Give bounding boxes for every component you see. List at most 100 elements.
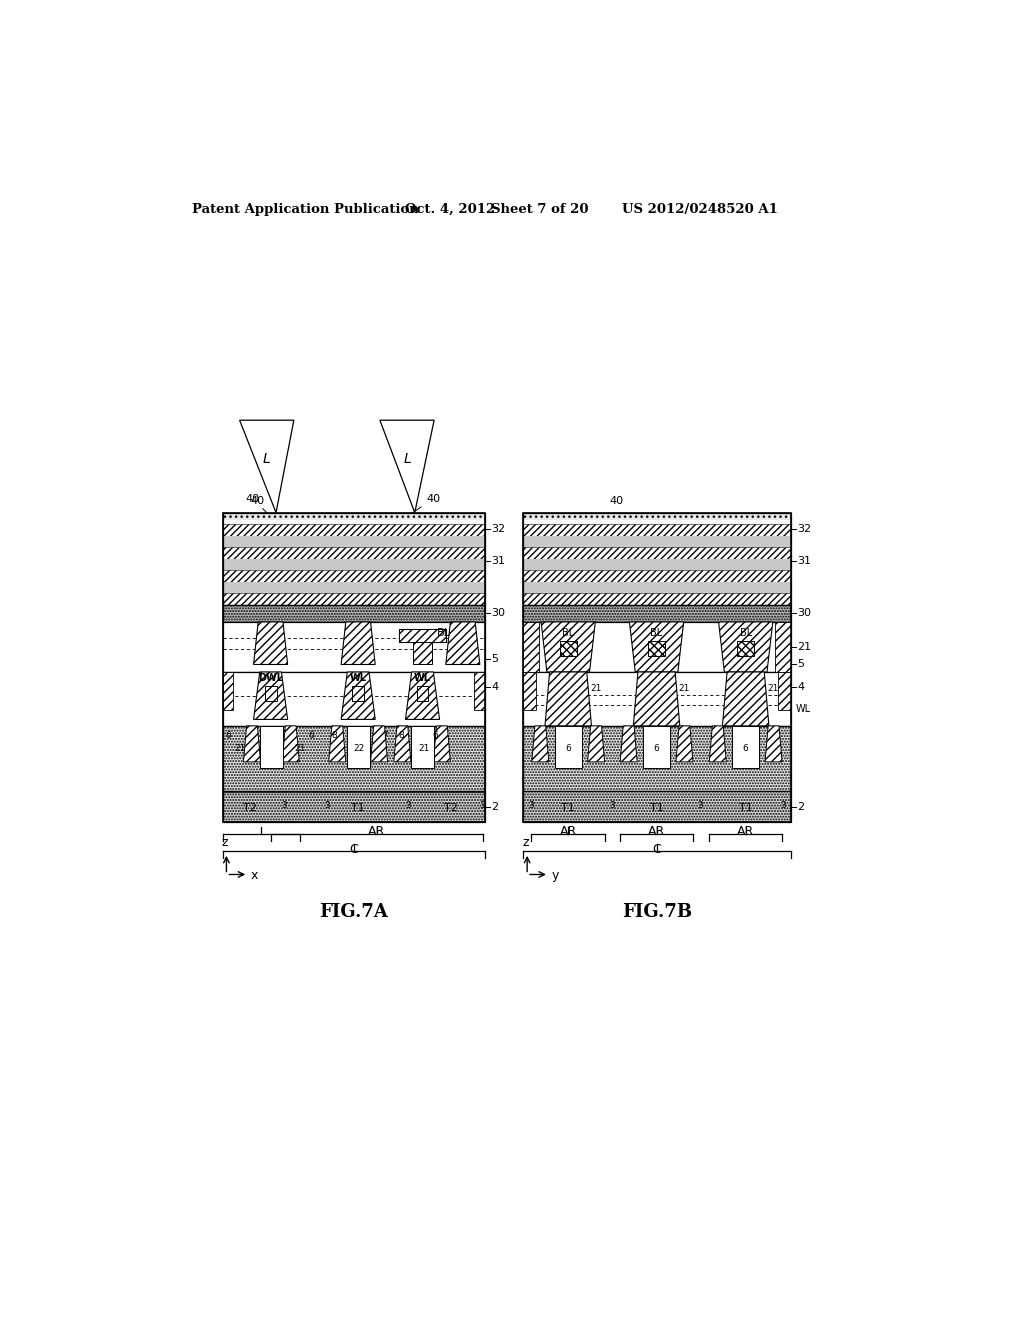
Bar <box>523 558 791 570</box>
Bar <box>523 622 539 672</box>
Bar <box>222 548 484 558</box>
Text: 21: 21 <box>233 744 246 754</box>
Text: C: C <box>349 843 358 855</box>
Bar <box>643 726 670 768</box>
Bar <box>222 672 233 710</box>
Bar <box>222 622 484 672</box>
Polygon shape <box>630 622 684 672</box>
Bar <box>346 726 370 768</box>
Text: WL: WL <box>349 673 367 682</box>
Text: C: C <box>652 843 662 855</box>
Bar <box>222 792 484 822</box>
Polygon shape <box>371 726 388 762</box>
Text: 21: 21 <box>798 642 812 652</box>
Bar <box>523 726 791 792</box>
Bar <box>222 726 484 792</box>
Text: WL: WL <box>796 704 811 714</box>
Text: 40: 40 <box>246 494 267 513</box>
Text: BL: BL <box>562 628 574 638</box>
Text: 21: 21 <box>767 684 778 693</box>
Polygon shape <box>341 672 375 719</box>
Text: BL: BL <box>739 628 752 638</box>
Text: AR: AR <box>737 825 755 838</box>
Bar <box>523 622 791 672</box>
Bar <box>222 536 484 548</box>
Polygon shape <box>329 726 346 762</box>
Polygon shape <box>621 726 637 762</box>
Bar <box>222 672 484 726</box>
Bar <box>260 726 283 768</box>
Text: Sheet 7 of 20: Sheet 7 of 20 <box>490 203 588 216</box>
Bar <box>732 726 759 768</box>
Text: BL: BL <box>436 628 451 638</box>
Text: y: y <box>551 869 558 882</box>
Text: 21: 21 <box>590 684 601 693</box>
Text: z: z <box>522 836 528 849</box>
Polygon shape <box>545 672 592 726</box>
Text: 31: 31 <box>492 556 506 566</box>
Polygon shape <box>541 622 595 672</box>
Text: 32: 32 <box>492 524 506 535</box>
Bar <box>222 512 484 822</box>
Bar <box>523 548 791 558</box>
Text: 6: 6 <box>309 731 314 741</box>
Text: 3: 3 <box>609 801 615 809</box>
Text: T1: T1 <box>351 804 365 813</box>
Bar <box>775 622 791 672</box>
Text: 6: 6 <box>226 731 231 741</box>
Polygon shape <box>588 726 604 762</box>
Text: 3: 3 <box>528 801 534 809</box>
Bar <box>523 536 791 548</box>
Bar <box>523 512 791 520</box>
Bar <box>648 642 665 656</box>
Text: AR: AR <box>369 825 385 838</box>
Bar <box>222 520 484 524</box>
Bar <box>523 520 791 524</box>
Text: WL: WL <box>414 673 431 682</box>
Bar <box>523 605 791 622</box>
Text: 3: 3 <box>406 801 412 809</box>
Text: z: z <box>221 836 228 849</box>
Text: 6: 6 <box>653 744 659 754</box>
Text: 5: 5 <box>798 660 805 669</box>
Bar <box>222 512 484 520</box>
Text: 3: 3 <box>479 801 485 809</box>
Polygon shape <box>394 726 411 762</box>
Text: T1: T1 <box>738 804 753 813</box>
Text: 3: 3 <box>282 801 288 809</box>
Bar <box>352 686 365 701</box>
Bar <box>523 570 791 582</box>
Bar <box>264 686 276 701</box>
Text: 6: 6 <box>565 744 571 754</box>
Text: 32: 32 <box>798 524 812 535</box>
Bar <box>560 642 577 656</box>
Text: T1: T1 <box>561 804 575 813</box>
Text: L: L <box>403 451 411 466</box>
Text: FIG.7B: FIG.7B <box>622 903 692 921</box>
Text: L: L <box>263 451 270 466</box>
Text: 40: 40 <box>412 494 440 513</box>
Text: Patent Application Publication: Patent Application Publication <box>191 203 418 216</box>
Polygon shape <box>445 622 480 664</box>
Bar <box>523 672 536 710</box>
Bar <box>523 594 791 605</box>
Text: AR: AR <box>648 825 666 838</box>
Polygon shape <box>406 672 439 719</box>
Bar <box>399 630 445 642</box>
Text: 21: 21 <box>294 744 306 754</box>
Text: 8: 8 <box>332 731 337 741</box>
Text: DWL: DWL <box>258 673 283 682</box>
Polygon shape <box>722 672 769 726</box>
Text: 4: 4 <box>798 682 805 692</box>
Bar <box>474 672 484 710</box>
Bar <box>222 594 484 605</box>
Polygon shape <box>283 726 299 762</box>
Polygon shape <box>710 726 726 762</box>
Text: x: x <box>251 869 258 882</box>
Text: 21: 21 <box>678 684 689 693</box>
Text: 6: 6 <box>742 744 749 754</box>
Bar <box>523 672 791 726</box>
Text: Oct. 4, 2012: Oct. 4, 2012 <box>406 203 496 216</box>
Bar <box>778 672 791 710</box>
Text: AR: AR <box>559 825 577 838</box>
